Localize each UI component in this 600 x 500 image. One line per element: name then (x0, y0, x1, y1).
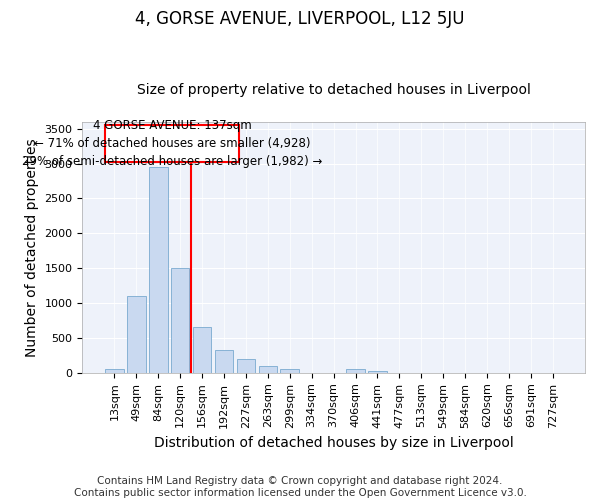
Bar (193, 328, 211, 373)
Bar (171, 268, 190, 373)
Bar (368, 370, 387, 373)
Bar (215, 350, 233, 373)
Text: 4, GORSE AVENUE, LIVERPOOL, L12 5JU: 4, GORSE AVENUE, LIVERPOOL, L12 5JU (135, 10, 465, 28)
Title: Size of property relative to detached houses in Liverpool: Size of property relative to detached ho… (137, 83, 530, 97)
Bar (346, 370, 365, 373)
Text: Contains HM Land Registry data © Crown copyright and database right 2024.
Contai: Contains HM Land Registry data © Crown c… (74, 476, 526, 498)
Bar (259, 366, 277, 373)
Text: 4 GORSE AVENUE: 137sqm
← 71% of detached houses are smaller (4,928)
29% of semi-: 4 GORSE AVENUE: 137sqm ← 71% of detached… (22, 118, 322, 168)
Bar (280, 370, 299, 373)
Bar (127, 296, 146, 373)
Y-axis label: Number of detached properties: Number of detached properties (25, 138, 39, 356)
Bar (149, 167, 167, 373)
X-axis label: Distribution of detached houses by size in Liverpool: Distribution of detached houses by size … (154, 436, 514, 450)
FancyBboxPatch shape (104, 124, 239, 162)
Bar (105, 370, 124, 373)
Bar (236, 359, 255, 373)
